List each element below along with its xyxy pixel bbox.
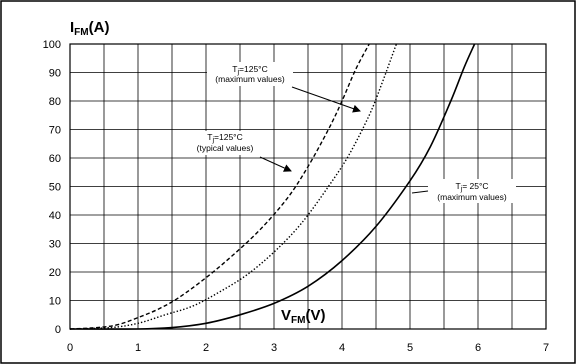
x-tick-label: 6 [475,342,481,354]
annotation-rest: = 25°C [462,181,488,191]
x-tick-label: 3 [271,342,277,354]
y-tick-label: 0 [55,324,61,336]
annotation-rest: =125°C [239,64,268,74]
y-tick-label: 90 [49,68,61,80]
annotation-box [186,131,266,155]
annotation-arrow [291,86,361,113]
curve-tj125-typical [69,43,398,330]
x-tick-label: 0 [67,342,73,354]
x-tick-label: 5 [407,342,413,354]
annotation-max-125: Tj=125°C (maximum values) [207,62,361,113]
annotation-box [428,179,516,203]
x-axis-title-unit: (V) [305,307,325,324]
annotation-box [207,62,293,86]
y-tick-label: 30 [49,239,61,251]
curve-tj125-maximum [69,43,370,330]
annotation-sub: j [236,69,239,76]
annotation-prefix: T [455,181,460,191]
curve-tj25-maximum [69,43,476,330]
plot-border [69,43,547,330]
y-tick-label: 100 [43,39,61,51]
annotation-note: (maximum values) [215,74,285,84]
y-tick-label: 60 [49,153,61,165]
y-axis-title-unit: (A) [89,19,110,36]
annotation-sub: j [460,186,463,193]
annotation-arrow [259,156,292,172]
annotation-title: Tj=125°C [207,132,242,144]
x-axis-title-sub: FM [291,315,305,326]
annotation-prefix: T [207,132,212,142]
annotation-note: (typical values) [197,143,254,153]
y-tick-label: 10 [49,296,61,308]
y-tick-label: 70 [49,125,61,137]
annotation-rest: =125°C [214,132,243,142]
annotation-typ-125: Tj=125°C (typical values) [186,131,292,172]
annotation-leader [411,190,429,194]
annotation-max-25: Tj= 25°C (maximum values) [411,179,516,203]
y-axis-title: IFM(A) [70,19,109,38]
annotation-sub: j [211,137,214,144]
y-tick-label: 20 [49,267,61,279]
annotation-title: Tj= 25°C [455,181,488,193]
y-tick-label: 50 [49,182,61,194]
x-axis-title: VFM(V) [281,307,325,326]
y-tick-label: 40 [49,210,61,222]
x-tick-label: 4 [339,342,345,354]
annotation-prefix: T [232,64,237,74]
x-tick-label: 7 [543,342,549,354]
y-tick-label: 80 [49,96,61,108]
x-tick-label: 2 [203,342,209,354]
y-axis-title-main: I [70,19,74,36]
annotation-title: Tj=125°C [232,64,267,76]
data-curves [69,43,476,330]
y-axis-title-sub: FM [74,27,88,38]
x-axis-title-main: V [281,307,291,324]
x-tick-label: 1 [135,342,141,354]
annotation-note: (maximum values) [437,192,507,202]
